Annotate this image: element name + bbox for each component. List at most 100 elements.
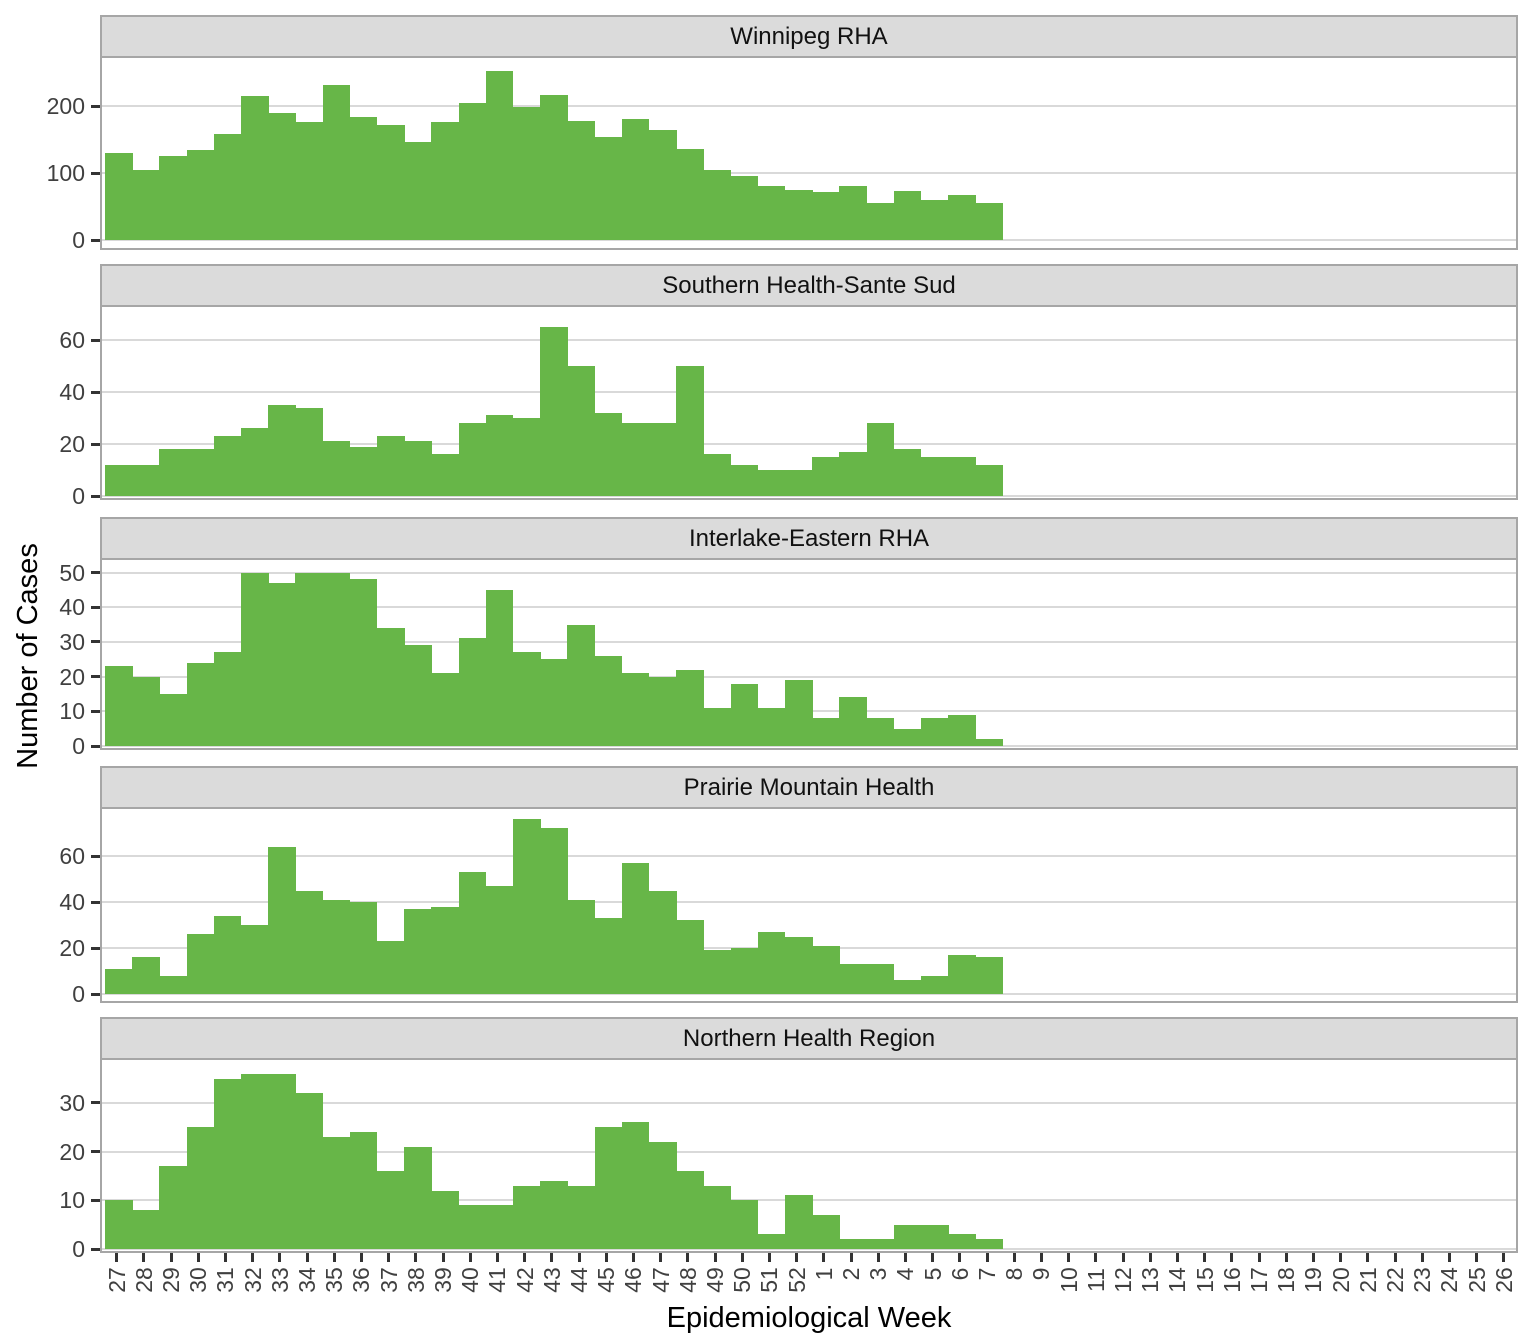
x-tick-mark <box>305 1253 309 1262</box>
x-tick-mark <box>523 1253 527 1262</box>
x-tick-label: 33 <box>266 1267 293 1293</box>
bar <box>513 819 541 994</box>
x-tick-mark <box>441 1253 445 1262</box>
bar <box>730 948 759 994</box>
bar <box>186 934 215 994</box>
bar <box>458 638 487 746</box>
x-tick-label: 28 <box>130 1267 157 1293</box>
bar <box>132 464 160 496</box>
x-tick-mark <box>795 1253 799 1262</box>
x-tick-label: 35 <box>321 1267 348 1293</box>
bar <box>132 957 160 994</box>
bar <box>866 964 895 994</box>
bar <box>322 899 351 994</box>
bar <box>567 366 596 496</box>
y-tick-mark <box>91 992 100 996</box>
bar <box>241 428 269 496</box>
x-tick-label: 12 <box>1110 1267 1136 1293</box>
bar <box>349 446 378 496</box>
x-tick-label: 49 <box>702 1267 728 1293</box>
bar <box>404 1146 432 1249</box>
bar <box>241 95 269 240</box>
bar <box>649 423 677 496</box>
bar <box>431 1190 460 1249</box>
x-tick-label: 20 <box>1327 1267 1354 1293</box>
y-tick-label: 0 <box>72 981 85 1007</box>
y-tick-mark <box>91 390 100 394</box>
bar <box>268 1073 296 1249</box>
x-tick-mark <box>1447 1253 1451 1262</box>
x-tick-mark <box>332 1253 336 1262</box>
bar <box>485 70 514 240</box>
bar <box>540 659 568 747</box>
x-tick-mark <box>1339 1253 1343 1262</box>
bar <box>785 936 813 994</box>
bar <box>812 1214 840 1249</box>
bar <box>213 436 242 496</box>
x-tick-label: 2 <box>838 1267 864 1280</box>
bar <box>268 113 296 240</box>
gridline <box>102 606 1516 609</box>
bar <box>513 418 541 496</box>
y-tick-mark <box>91 709 100 713</box>
bar <box>485 885 514 994</box>
bar <box>757 470 786 496</box>
plot-panel <box>100 809 1518 1003</box>
bar <box>213 915 242 994</box>
bar <box>241 572 269 746</box>
bar <box>295 572 324 746</box>
bar <box>159 449 188 496</box>
y-tick-mark <box>91 1150 100 1154</box>
bar <box>458 872 487 994</box>
bar <box>159 693 188 746</box>
facet-strip: Interlake-Eastern RHA <box>100 517 1518 560</box>
x-tick-label: 27 <box>103 1267 130 1293</box>
x-tick-mark <box>1284 1253 1288 1262</box>
x-tick-mark <box>1148 1253 1152 1262</box>
x-tick-mark <box>577 1253 581 1262</box>
bar <box>540 95 568 240</box>
bar <box>349 579 378 746</box>
bar <box>866 202 895 240</box>
bar <box>322 441 351 496</box>
x-tick-mark <box>849 1253 853 1262</box>
bar <box>812 457 840 496</box>
bar <box>105 968 133 994</box>
bar <box>186 662 215 746</box>
bar <box>757 1234 786 1249</box>
x-tick-label: 46 <box>620 1267 647 1293</box>
x-tick-mark <box>1257 1253 1261 1262</box>
x-tick-label: 40 <box>457 1267 484 1293</box>
bar <box>649 676 677 746</box>
x-tick-mark <box>903 1253 907 1262</box>
x-tick-label: 51 <box>756 1267 783 1293</box>
bar <box>866 718 895 746</box>
bar <box>812 192 840 240</box>
bar <box>485 415 514 496</box>
bar <box>948 1234 976 1249</box>
y-tick-mark <box>91 171 100 175</box>
y-tick-mark <box>91 900 100 904</box>
bar <box>105 464 133 496</box>
bar <box>730 1200 759 1249</box>
gridline <box>102 443 1516 445</box>
x-tick-mark <box>931 1253 935 1262</box>
x-tick-mark <box>713 1253 717 1262</box>
y-tick-label: 20 <box>59 1138 85 1165</box>
x-tick-mark <box>1203 1253 1207 1262</box>
x-tick-label: 38 <box>402 1267 429 1293</box>
plot-panel <box>100 560 1518 750</box>
x-tick-mark <box>659 1253 663 1262</box>
x-tick-label: 30 <box>185 1267 212 1293</box>
x-tick-label: 19 <box>1300 1267 1327 1293</box>
x-tick-mark <box>767 1253 771 1262</box>
y-tick-mark <box>91 1198 100 1202</box>
bar <box>676 920 704 994</box>
gridline <box>102 745 1516 747</box>
x-tick-label: 22 <box>1382 1267 1408 1293</box>
bar <box>839 451 868 496</box>
bar <box>893 449 922 496</box>
y-tick-mark <box>91 946 100 950</box>
x-tick-label: 25 <box>1463 1267 1490 1293</box>
